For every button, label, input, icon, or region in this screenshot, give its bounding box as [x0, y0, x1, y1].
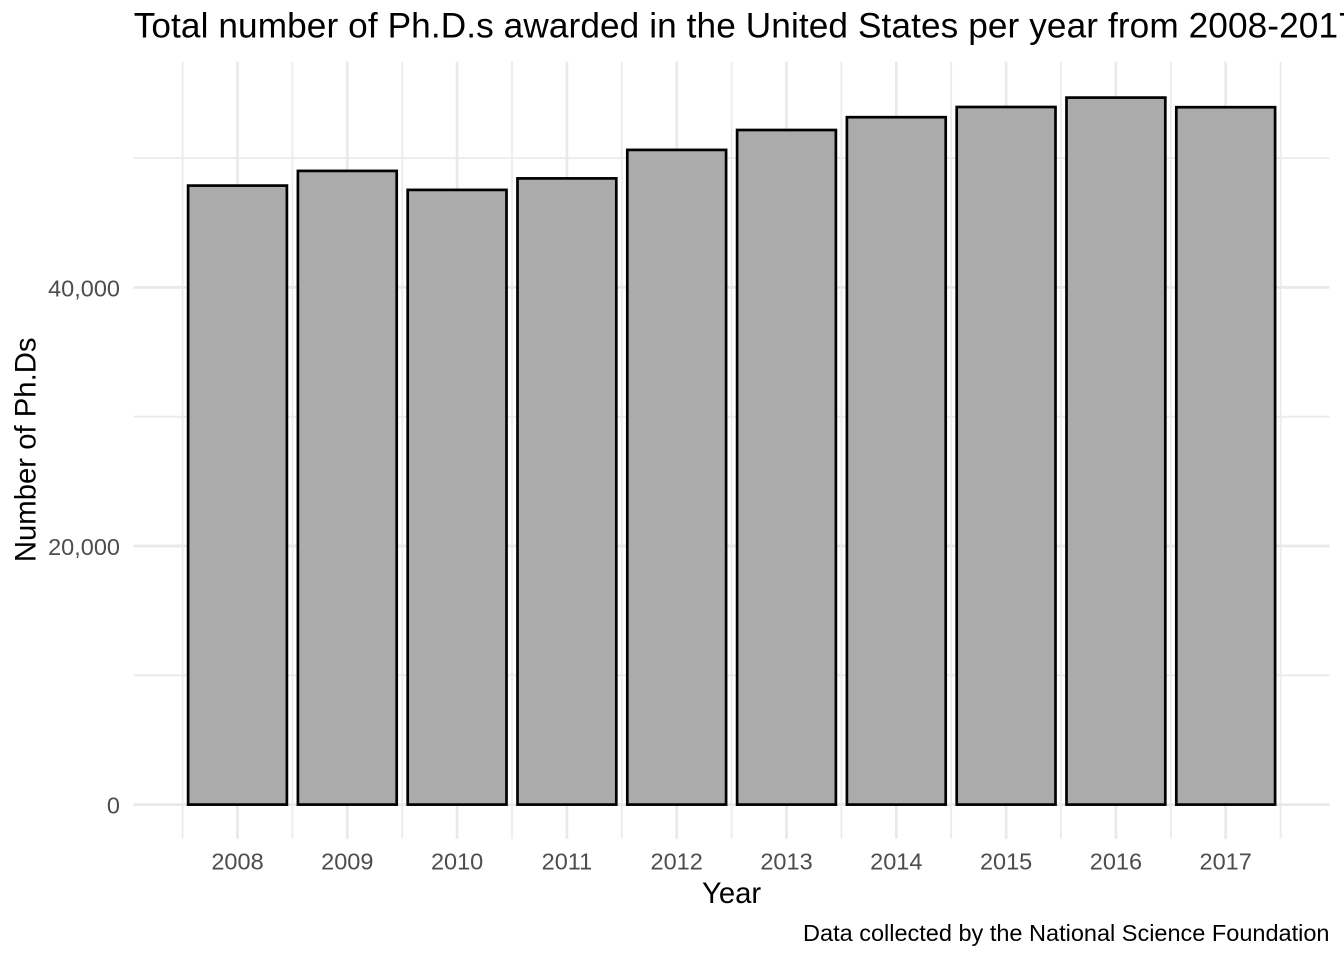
svg-text:20,000: 20,000 [48, 534, 120, 560]
svg-text:2013: 2013 [760, 848, 812, 874]
svg-text:2016: 2016 [1090, 848, 1142, 874]
svg-text:2011: 2011 [542, 848, 593, 874]
svg-text:0: 0 [107, 793, 120, 819]
svg-text:2010: 2010 [431, 848, 483, 874]
svg-text:2015: 2015 [980, 848, 1032, 874]
svg-text:Number of Ph.Ds: Number of Ph.Ds [10, 337, 43, 562]
svg-text:2009: 2009 [321, 848, 373, 874]
svg-text:Data collected by the National: Data collected by the National Science F… [803, 920, 1329, 946]
svg-text:2017: 2017 [1200, 848, 1252, 874]
svg-text:2008: 2008 [211, 848, 263, 874]
svg-text:40,000: 40,000 [48, 276, 120, 302]
svg-text:2014: 2014 [870, 848, 922, 874]
svg-text:Total number of Ph.D.s awarded: Total number of Ph.D.s awarded in the Un… [134, 7, 1344, 46]
svg-text:2012: 2012 [651, 848, 703, 874]
svg-text:Year: Year [702, 877, 761, 910]
